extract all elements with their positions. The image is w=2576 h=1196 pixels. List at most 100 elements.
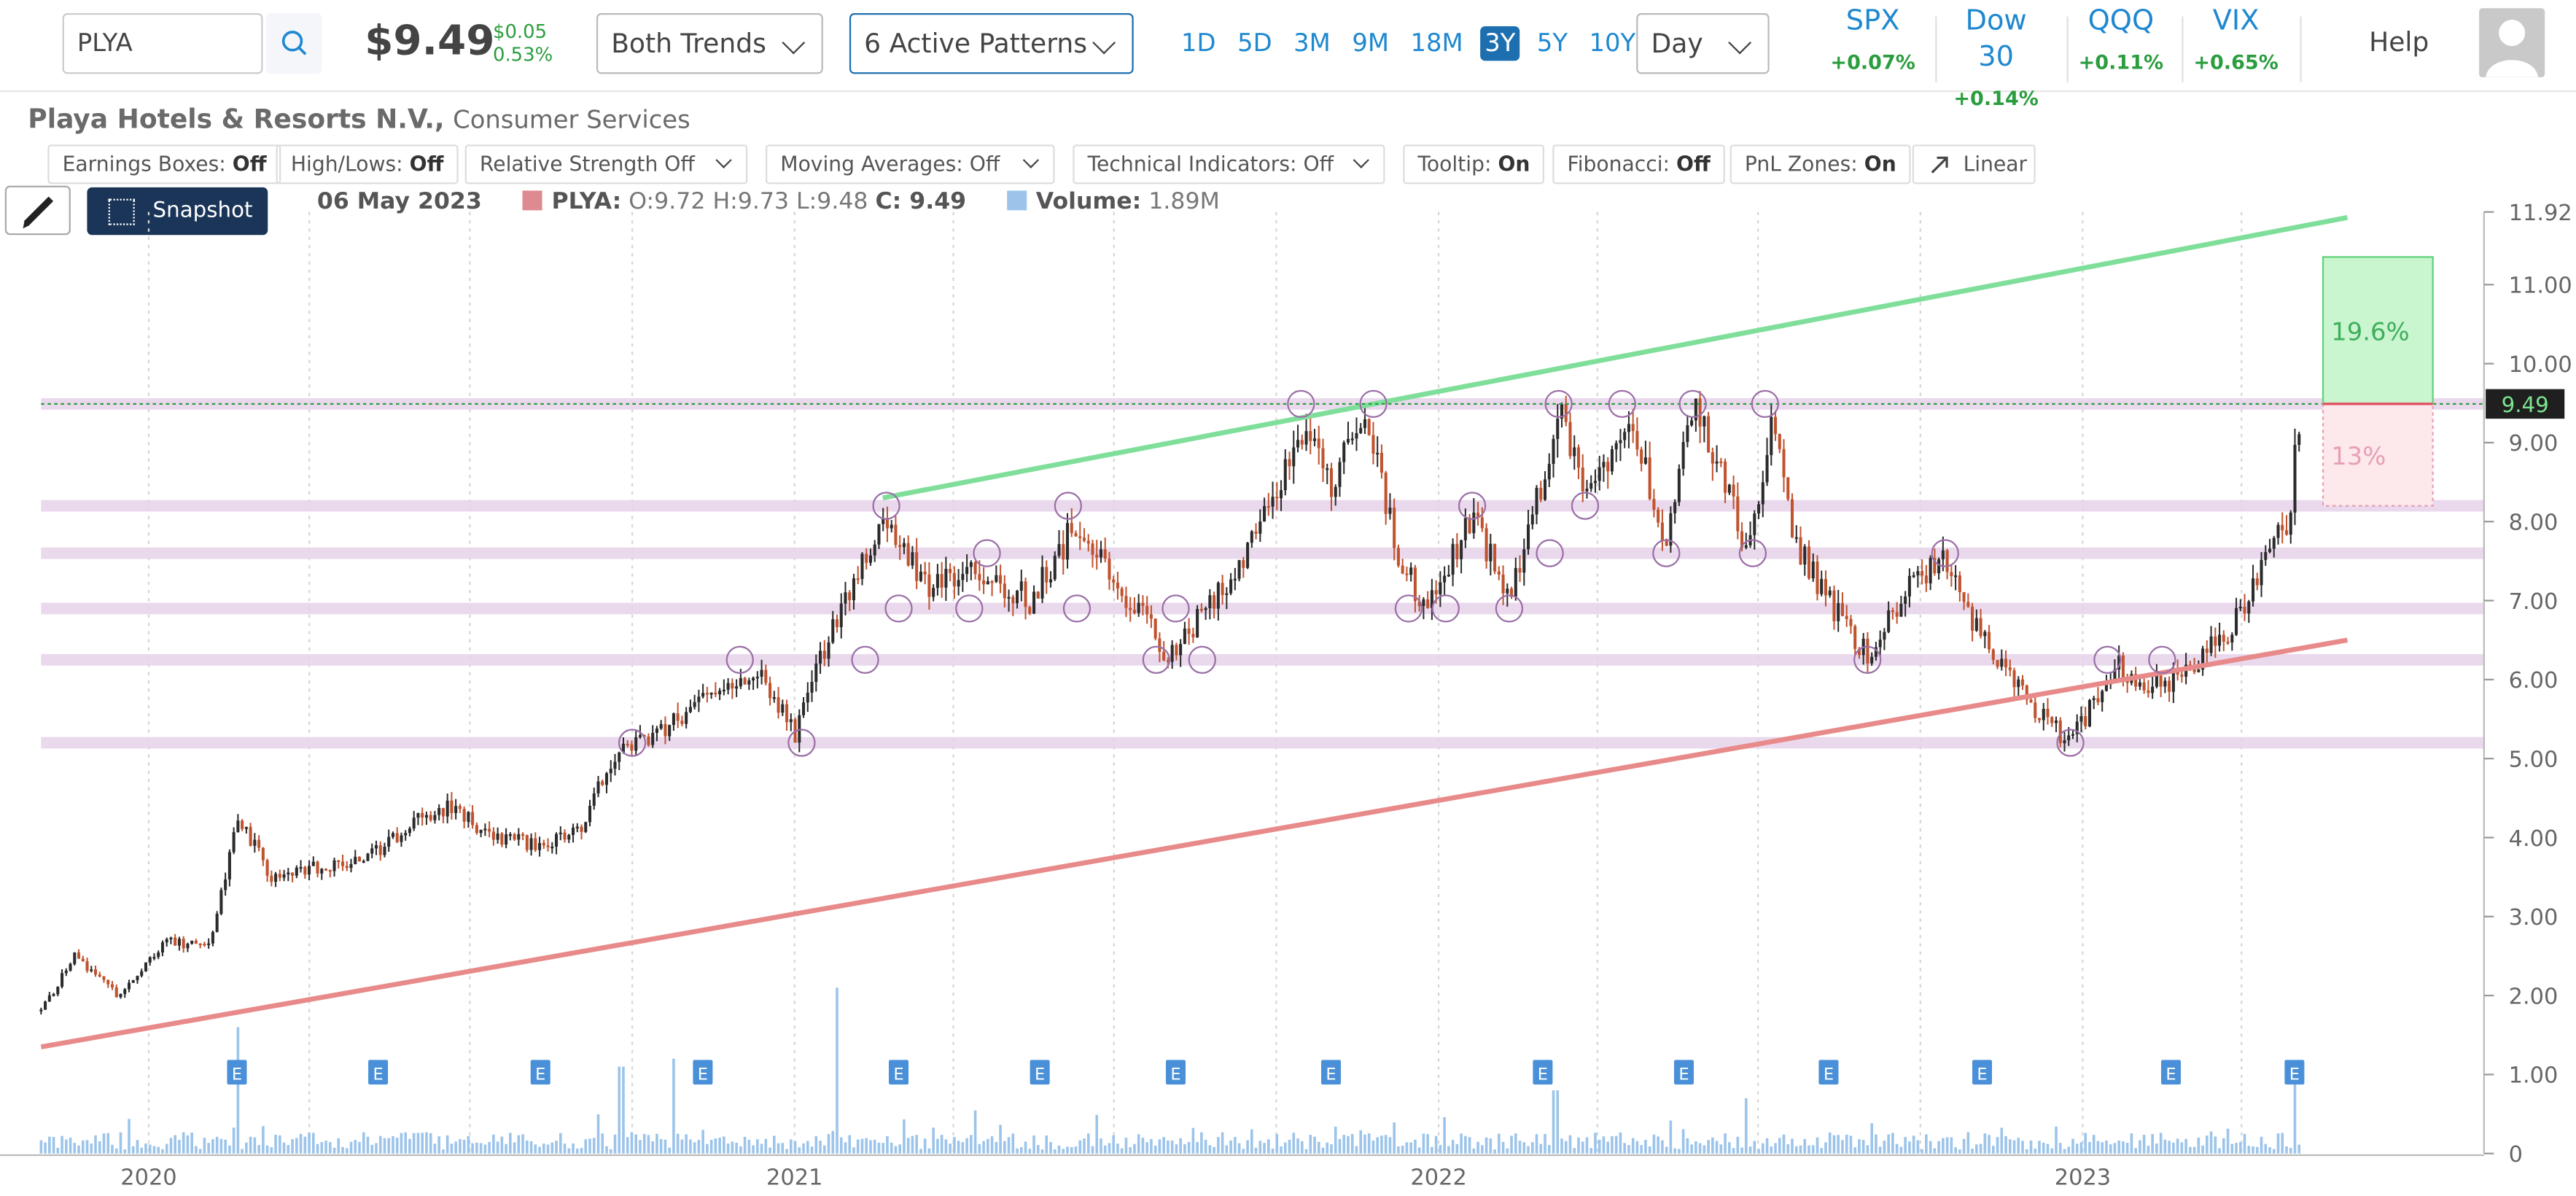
candle-body <box>295 867 298 876</box>
range-tab-10y[interactable]: 10Y <box>1589 28 1636 58</box>
candle-body <box>709 692 713 695</box>
index-spx[interactable]: SPX +0.07% <box>1821 4 1926 77</box>
symbol-input[interactable]: PLYA <box>62 13 263 74</box>
candle-body <box>2025 686 2028 700</box>
volume-bar <box>596 1114 600 1154</box>
candle-body <box>1120 588 1124 597</box>
volume-bar <box>647 1135 650 1154</box>
legend-volume-value: 1.89M <box>1148 189 1220 216</box>
relative-strength-select[interactable]: Relative Strength Off <box>464 144 748 185</box>
candle-body <box>534 838 537 850</box>
earnings-marker <box>1165 1060 1186 1085</box>
volume-bar <box>1577 1137 1580 1154</box>
volume-bar <box>1397 1146 1400 1154</box>
search-button[interactable] <box>266 13 322 74</box>
volume-bar <box>1845 1134 1848 1154</box>
candle-body <box>479 829 483 834</box>
range-tab-1d[interactable]: 1D <box>1181 28 1216 58</box>
volume-bar <box>2297 1144 2301 1154</box>
scale-toggle[interactable]: Linear <box>1912 144 2036 185</box>
avatar[interactable] <box>2479 8 2545 77</box>
high-lows-toggle[interactable]: High/Lows: Off <box>276 144 459 185</box>
candle-body <box>1593 481 1597 484</box>
candle-body <box>496 833 499 840</box>
range-tab-5y[interactable]: 5Y <box>1536 28 1568 58</box>
range-tab-18m[interactable]: 18M <box>1410 28 1463 58</box>
candle-body <box>467 812 470 822</box>
candle-body <box>357 856 362 862</box>
index-dow30[interactable]: Dow 30 +0.14% <box>1944 4 2049 114</box>
volume-bar <box>1530 1142 1534 1154</box>
earnings-boxes-toggle[interactable]: Earnings Boxes: Off <box>47 144 281 185</box>
volume-bar <box>119 1132 122 1154</box>
volume-bar <box>873 1139 876 1154</box>
candle-body <box>2222 634 2225 642</box>
candle-body <box>785 704 789 723</box>
volume-bar <box>618 1066 621 1154</box>
candle-body <box>672 713 675 726</box>
volume-bar <box>1359 1130 1363 1154</box>
support-band <box>41 602 2484 615</box>
draw-tool-button[interactable] <box>4 185 71 236</box>
candle-body <box>219 890 223 915</box>
candle-body <box>2067 735 2071 741</box>
candle-body <box>1510 589 1514 597</box>
volume-bar <box>1363 1134 1366 1154</box>
candle-body <box>2159 675 2163 687</box>
candle-body <box>559 832 562 834</box>
tooltip-toggle[interactable]: Tooltip: On <box>1403 144 1545 185</box>
range-tab-3y[interactable]: 3Y <box>1479 26 1521 61</box>
volume-bar <box>970 1135 973 1154</box>
candle-body <box>1883 632 1886 640</box>
volume-bar <box>1757 1149 1760 1154</box>
candle-body <box>1137 602 1140 613</box>
volume-bar <box>1405 1142 1409 1154</box>
volume-bar <box>211 1139 214 1154</box>
volume-bar <box>1414 1139 1417 1154</box>
candle-body <box>940 574 943 588</box>
candle-body <box>1857 648 1861 656</box>
index-qqq[interactable]: QQQ +0.11% <box>2069 4 2174 77</box>
range-tab-9m[interactable]: 9M <box>1352 28 1390 58</box>
candle-body <box>1556 419 1560 439</box>
pnl-zones-toggle[interactable]: PnL Zones: On <box>1729 144 1912 185</box>
candle-body <box>1899 603 1903 617</box>
technical-indicators-select[interactable]: Technical Indicators: Off <box>1073 144 1385 185</box>
trend-select[interactable]: Both Trends <box>596 13 823 74</box>
help-link[interactable]: Help <box>2369 26 2429 58</box>
earnings-marker-label: E <box>2289 1065 2300 1084</box>
candle-body <box>47 995 51 1002</box>
candle-body <box>508 834 512 836</box>
snapshot-button[interactable]: Snapshot <box>87 187 268 236</box>
volume-bar <box>1979 1143 1982 1154</box>
range-tabs: 1D 5D 3M 9M 18M 3Y 5Y 10Y <box>1176 26 1643 63</box>
earnings-marker-label: E <box>1035 1065 1045 1084</box>
volume-bar <box>412 1133 416 1154</box>
candle-body <box>1367 419 1371 435</box>
volume-bar <box>1694 1141 1697 1154</box>
candle-body <box>932 588 935 597</box>
candle-body <box>471 812 475 826</box>
candle-body <box>882 519 885 524</box>
candle-body <box>2252 578 2255 602</box>
y-tick-label: 1.00 <box>2509 1063 2559 1089</box>
volume-bar <box>1832 1135 1836 1154</box>
moving-averages-select[interactable]: Moving Averages: Off <box>765 144 1055 185</box>
earnings-marker <box>227 1060 247 1085</box>
candle-body <box>990 581 994 583</box>
fibonacci-toggle[interactable]: Fibonacci: Off <box>1552 144 1726 185</box>
candle-body <box>1962 592 1966 602</box>
range-tab-3m[interactable]: 3M <box>1293 28 1331 58</box>
volume-bar <box>1011 1133 1015 1154</box>
pattern-select[interactable]: 6 Active Patterns <box>849 13 1134 74</box>
volume-bar <box>1665 1146 1668 1154</box>
interval-select[interactable]: Day <box>1636 13 1770 74</box>
volume-bar <box>479 1143 483 1154</box>
index-vix[interactable]: VIX +0.65% <box>2184 4 2289 77</box>
range-tab-5d[interactable]: 5D <box>1237 28 1272 58</box>
volume-bar <box>538 1146 541 1154</box>
candle-body <box>1124 596 1128 608</box>
volume-bar <box>1673 1148 1676 1154</box>
volume-bar <box>2092 1135 2096 1154</box>
